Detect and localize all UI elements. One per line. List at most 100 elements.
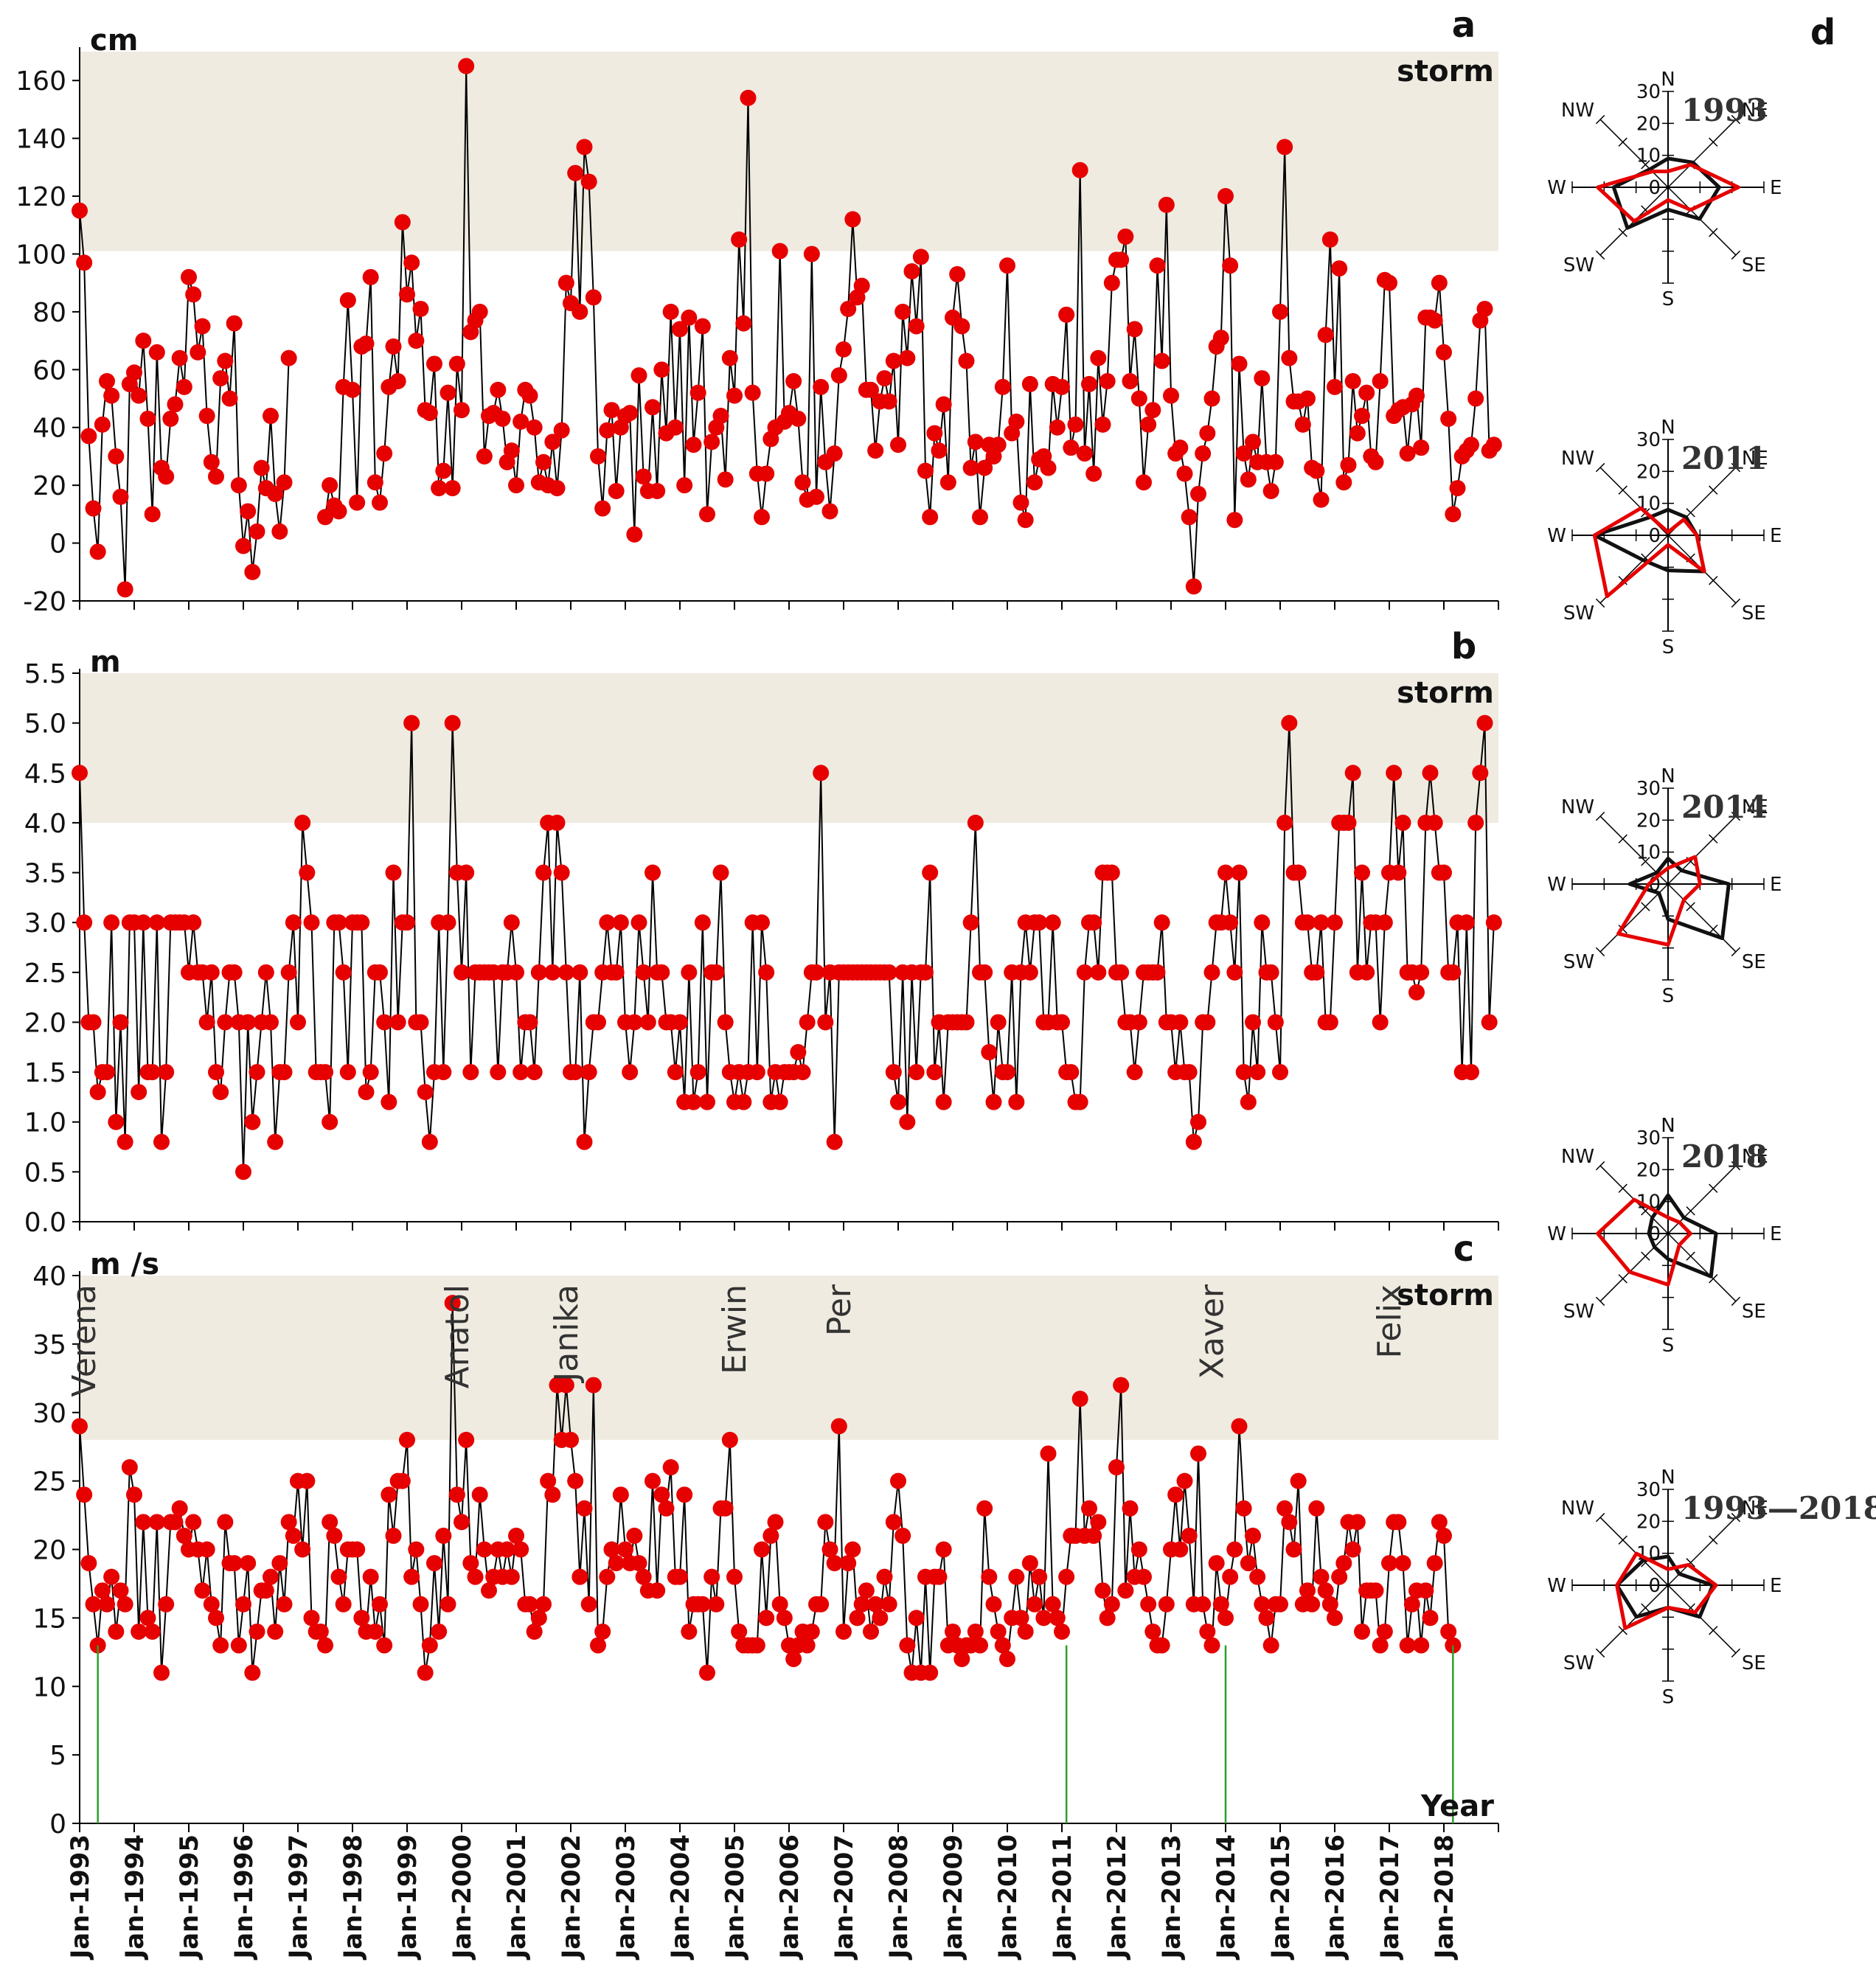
data-point	[1344, 373, 1361, 389]
data-point	[1140, 416, 1157, 433]
data-point	[158, 1064, 175, 1081]
data-point	[612, 1486, 629, 1503]
data-point	[649, 483, 666, 499]
data-point	[1463, 1064, 1479, 1081]
data-point	[1344, 765, 1361, 782]
time-axis: Jan-1993 Jan-1994 Jan-1995 Jan-1996 Jan-1997…	[66, 1834, 1459, 1961]
rose-direction-label: SE	[1742, 254, 1766, 276]
data-point	[1272, 1064, 1288, 1081]
data-point	[630, 1555, 647, 1572]
y-tick-label: 20	[32, 1536, 66, 1566]
rose-tick	[1731, 811, 1741, 821]
y-tick-label: 5.5	[24, 659, 66, 689]
data-point	[557, 274, 574, 291]
rose-r-label: 20	[1636, 810, 1661, 832]
data-point	[653, 361, 670, 378]
data-point	[221, 390, 238, 407]
data-point	[880, 964, 897, 981]
data-point	[276, 1064, 293, 1081]
data-point	[440, 1596, 456, 1613]
data-point	[557, 1377, 574, 1394]
data-point	[1090, 964, 1107, 981]
data-point	[549, 814, 566, 831]
data-point	[899, 349, 916, 366]
data-point	[990, 1014, 1007, 1031]
data-point	[131, 1084, 147, 1101]
data-point	[645, 1472, 661, 1489]
rose-r-label: 30	[1636, 81, 1661, 103]
x-tick-label: Jan-1994	[120, 1834, 150, 1961]
data-point	[358, 1084, 375, 1101]
data-point	[99, 373, 115, 389]
data-point	[1113, 964, 1130, 981]
data-point	[976, 964, 993, 981]
data-point	[1094, 1582, 1111, 1599]
rose-tick	[1595, 1648, 1605, 1658]
rose-direction-label: N	[1661, 417, 1675, 439]
data-point	[389, 1014, 406, 1031]
data-point	[448, 1486, 465, 1503]
data-point	[471, 1486, 488, 1503]
data-point	[72, 202, 88, 219]
data-point	[1058, 306, 1075, 323]
data-point	[1376, 1623, 1393, 1640]
x-tick-label: Jan-2008	[884, 1834, 914, 1961]
data-point	[803, 246, 820, 262]
rose-tick	[1731, 114, 1741, 125]
data-point	[144, 1064, 161, 1081]
data-point	[1208, 1555, 1225, 1572]
data-point	[1163, 387, 1179, 404]
rose-direction-label: E	[1770, 525, 1782, 547]
data-point	[667, 1064, 684, 1081]
data-point	[112, 1582, 129, 1599]
data-point	[1217, 864, 1234, 881]
data-point	[1144, 402, 1161, 419]
y-tick-label: 0.5	[24, 1158, 66, 1188]
data-point	[1281, 349, 1298, 366]
data-point	[962, 914, 979, 931]
data-point	[1054, 1014, 1070, 1031]
data-point	[366, 1623, 383, 1640]
data-point	[976, 1500, 993, 1517]
data-point	[508, 477, 524, 494]
y-tick-label: 30	[32, 1399, 66, 1429]
data-point	[826, 445, 843, 462]
data-point	[1262, 1637, 1279, 1654]
data-point	[476, 448, 493, 465]
y-tick-label: 10	[32, 1672, 66, 1702]
data-point	[376, 1637, 393, 1654]
x-tick-label: Jan-2017	[1375, 1834, 1405, 1961]
storm-name: Verena	[66, 1284, 103, 1397]
data-point	[858, 1582, 875, 1599]
y-tick-label: 4.0	[24, 809, 66, 839]
data-point	[1390, 864, 1407, 881]
data-point	[362, 268, 379, 285]
rose-r-label: 0	[1648, 525, 1661, 547]
data-point	[112, 1014, 129, 1031]
data-point	[208, 1610, 224, 1627]
data-point	[1226, 512, 1243, 529]
x-tick-label: Jan-2003	[611, 1834, 641, 1961]
storm-band	[80, 1276, 1498, 1440]
data-point	[808, 488, 824, 505]
data-point	[785, 1651, 802, 1668]
data-point	[1026, 474, 1043, 491]
data-point	[771, 1596, 788, 1613]
data-point	[362, 1064, 379, 1081]
data-point	[458, 58, 475, 74]
rose-direction-label: SE	[1742, 1652, 1766, 1674]
data-point	[1008, 413, 1025, 430]
data-point	[967, 434, 984, 450]
data-point	[1440, 1623, 1457, 1640]
rose-title: 1993	[1681, 92, 1768, 128]
data-point	[372, 494, 388, 511]
data-point	[694, 914, 711, 931]
data-point	[448, 355, 465, 372]
data-point	[253, 459, 270, 476]
data-point	[471, 303, 488, 320]
data-point	[381, 1486, 397, 1503]
data-point	[908, 318, 925, 335]
data-point	[553, 864, 570, 881]
data-point	[1372, 1014, 1389, 1031]
